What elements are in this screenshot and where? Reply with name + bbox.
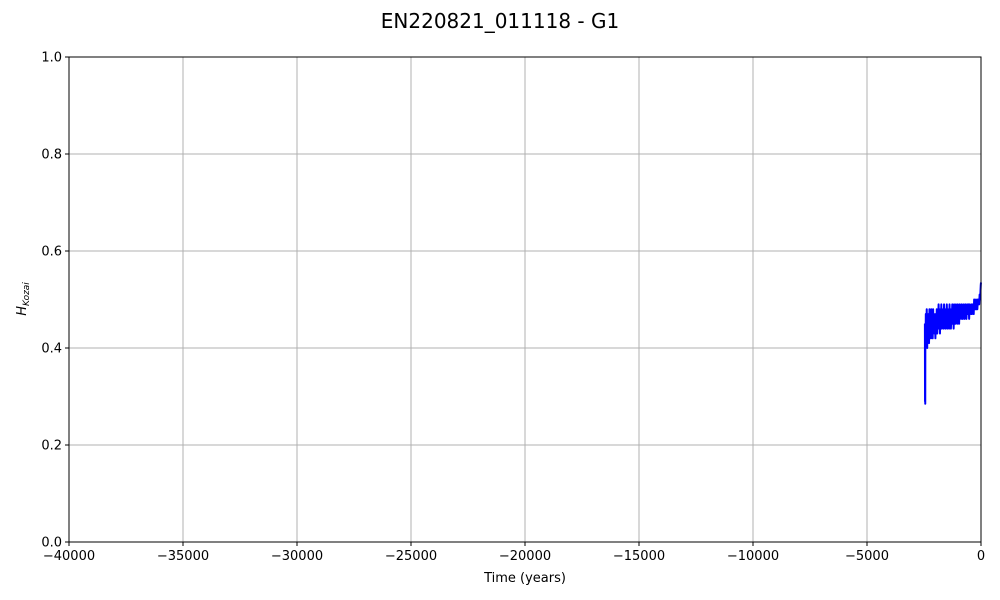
- x-axis-label: Time (years): [483, 571, 566, 586]
- x-tick-label: −25000: [385, 549, 437, 564]
- x-tick-label: 0: [977, 549, 985, 564]
- x-tick-label: −40000: [43, 549, 95, 564]
- y-axis-label-sub: Kozai: [22, 282, 32, 306]
- y-tick-label: 0.6: [41, 245, 62, 260]
- y-axis-label: HKozai: [15, 282, 32, 316]
- chart-title: EN220821_011118 - G1: [381, 9, 619, 33]
- ticks-layer: −40000 −35000 −30000 −25000 −20000 −15000 −100…: [41, 51, 985, 565]
- y-tick-label: 0.4: [41, 342, 62, 357]
- y-tick-label: 0.8: [41, 148, 62, 163]
- x-tick-label: −10000: [727, 549, 779, 564]
- y-axis-label-main: H: [15, 306, 30, 316]
- x-tick-label: −15000: [613, 549, 665, 564]
- y-tick-label: 0.2: [41, 439, 62, 454]
- x-tick-label: −20000: [499, 549, 551, 564]
- x-tick-label: −30000: [271, 549, 323, 564]
- y-tick-label: 1.0: [41, 51, 62, 66]
- series-layer: [923, 282, 982, 405]
- x-tick-label: −5000: [845, 549, 889, 564]
- y-tick-label: 0.0: [41, 536, 62, 551]
- x-tick-label: −35000: [157, 549, 209, 564]
- series-line: [923, 282, 982, 405]
- grid-layer: [68, 56, 982, 543]
